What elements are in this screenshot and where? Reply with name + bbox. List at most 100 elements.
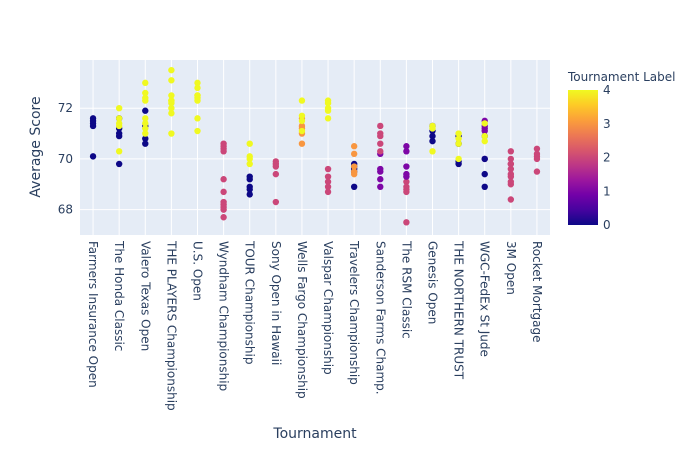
data-point [403, 143, 410, 150]
x-tick-label: Sony Open in Hawaii [269, 241, 283, 365]
data-point [115, 115, 123, 122]
data-point [377, 148, 384, 155]
data-point [298, 127, 306, 135]
data-point [377, 122, 384, 130]
data-point [168, 66, 175, 74]
data-point [429, 125, 436, 132]
data-point [142, 89, 149, 97]
data-point [115, 104, 123, 112]
data-point [246, 191, 253, 198]
x-tick-label: Rocket Mortgage [530, 241, 544, 342]
data-point [350, 143, 358, 150]
data-point [350, 150, 358, 158]
data-point [220, 188, 227, 196]
data-point [194, 84, 201, 92]
data-point [115, 132, 123, 140]
y-tick-label: 68 [58, 203, 73, 217]
data-points [89, 66, 541, 226]
data-point [455, 130, 462, 137]
data-point [142, 125, 149, 132]
data-point [403, 178, 410, 185]
data-point [168, 110, 175, 117]
data-point [481, 120, 488, 127]
data-point [89, 153, 97, 160]
data-point [507, 173, 515, 180]
data-point [246, 160, 253, 168]
data-point [429, 148, 436, 155]
x-tick-label: WGC-FedEx St Jude [478, 241, 492, 357]
plot-area [80, 60, 550, 235]
data-point [324, 178, 332, 185]
data-point [194, 127, 201, 135]
data-point [168, 77, 175, 84]
colorbar-tick-label: 3 [603, 117, 611, 131]
colorbar-tick-label: 4 [603, 83, 611, 97]
data-point [377, 183, 384, 191]
data-point [142, 130, 149, 137]
data-point [533, 145, 541, 152]
data-point [350, 183, 358, 191]
data-point [115, 122, 123, 130]
data-point [377, 176, 384, 183]
data-point [168, 104, 175, 112]
data-point [481, 155, 488, 163]
data-point [455, 160, 462, 168]
data-point [429, 132, 436, 140]
data-point [481, 132, 488, 140]
data-point [142, 97, 149, 104]
data-point [142, 79, 149, 87]
data-point [272, 170, 280, 178]
data-point [507, 178, 515, 185]
data-point [350, 170, 358, 178]
data-point [377, 168, 384, 175]
x-tick-label: U.S. Open [191, 241, 205, 301]
data-point [507, 165, 515, 173]
data-point [246, 176, 253, 183]
x-tick-label: THE PLAYERS Championship [164, 240, 178, 411]
data-point [115, 160, 123, 168]
data-point [168, 97, 175, 104]
data-point [142, 115, 149, 122]
data-point [168, 130, 175, 137]
data-point [403, 188, 410, 196]
data-point [220, 214, 227, 221]
x-tick-label: Farmers Insurance Open [86, 241, 100, 388]
data-point [403, 163, 410, 170]
data-point [298, 140, 306, 147]
data-point [507, 196, 515, 203]
data-point [507, 148, 515, 155]
colorbar-ticks: 0 1 2 3 4 [603, 83, 611, 232]
data-point [481, 137, 488, 145]
data-point [377, 140, 384, 147]
data-point [350, 163, 358, 170]
data-point [324, 115, 332, 122]
data-point [142, 120, 149, 127]
data-point [455, 155, 462, 163]
colorbar-tick-label: 2 [603, 151, 611, 165]
y-tick-label: 70 [58, 152, 73, 166]
data-point [272, 163, 280, 170]
data-point [246, 186, 253, 193]
data-point [194, 79, 201, 87]
data-point [403, 148, 410, 155]
x-tick-label: Wells Fargo Championship [295, 241, 309, 399]
x-tick-label: Sanderson Farms Champ. [373, 241, 387, 395]
x-tick-label: Genesis Open [426, 241, 440, 324]
data-point [115, 148, 123, 155]
data-point [507, 160, 515, 168]
data-point [324, 188, 332, 196]
data-point [220, 148, 227, 155]
x-tick-label: 3M Open [504, 241, 518, 295]
data-point [455, 135, 462, 142]
data-point [324, 107, 332, 114]
data-point [220, 176, 227, 183]
data-point [246, 140, 253, 147]
x-tick-label: The Honda Classic [112, 240, 126, 351]
data-point [298, 117, 306, 125]
colorbar-gradient [568, 90, 598, 225]
x-tick-label: TOUR Championship [243, 240, 257, 364]
x-tick-label: Valspar Championship [321, 241, 335, 375]
y-axis-title: Average Score [28, 96, 44, 197]
data-point [533, 168, 541, 175]
